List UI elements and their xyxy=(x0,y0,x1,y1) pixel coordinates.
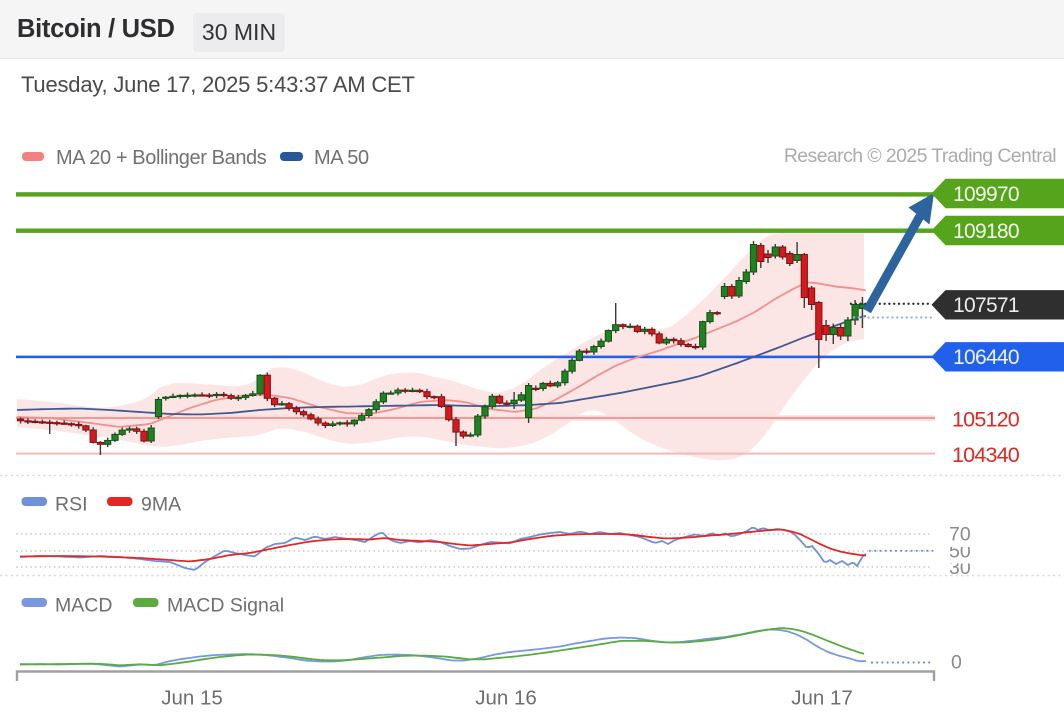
svg-text:109970: 109970 xyxy=(953,183,1019,206)
svg-text:109180: 109180 xyxy=(953,220,1019,243)
svg-text:Jun 17: Jun 17 xyxy=(791,687,853,710)
svg-text:Jun 16: Jun 16 xyxy=(475,687,537,710)
svg-text:50: 50 xyxy=(949,541,971,563)
svg-text:107571: 107571 xyxy=(953,294,1019,317)
svg-text:105120: 105120 xyxy=(952,407,1020,431)
svg-text:30: 30 xyxy=(949,557,971,579)
svg-text:MACD: MACD xyxy=(55,595,112,617)
svg-text:Jun 15: Jun 15 xyxy=(161,687,223,710)
svg-text:RSI: RSI xyxy=(55,494,88,516)
svg-text:0: 0 xyxy=(951,652,962,674)
svg-text:70: 70 xyxy=(949,524,971,546)
svg-text:104340: 104340 xyxy=(952,443,1020,467)
svg-text:9MA: 9MA xyxy=(141,494,181,516)
svg-text:106440: 106440 xyxy=(953,346,1019,369)
svg-text:MACD Signal: MACD Signal xyxy=(167,595,284,617)
